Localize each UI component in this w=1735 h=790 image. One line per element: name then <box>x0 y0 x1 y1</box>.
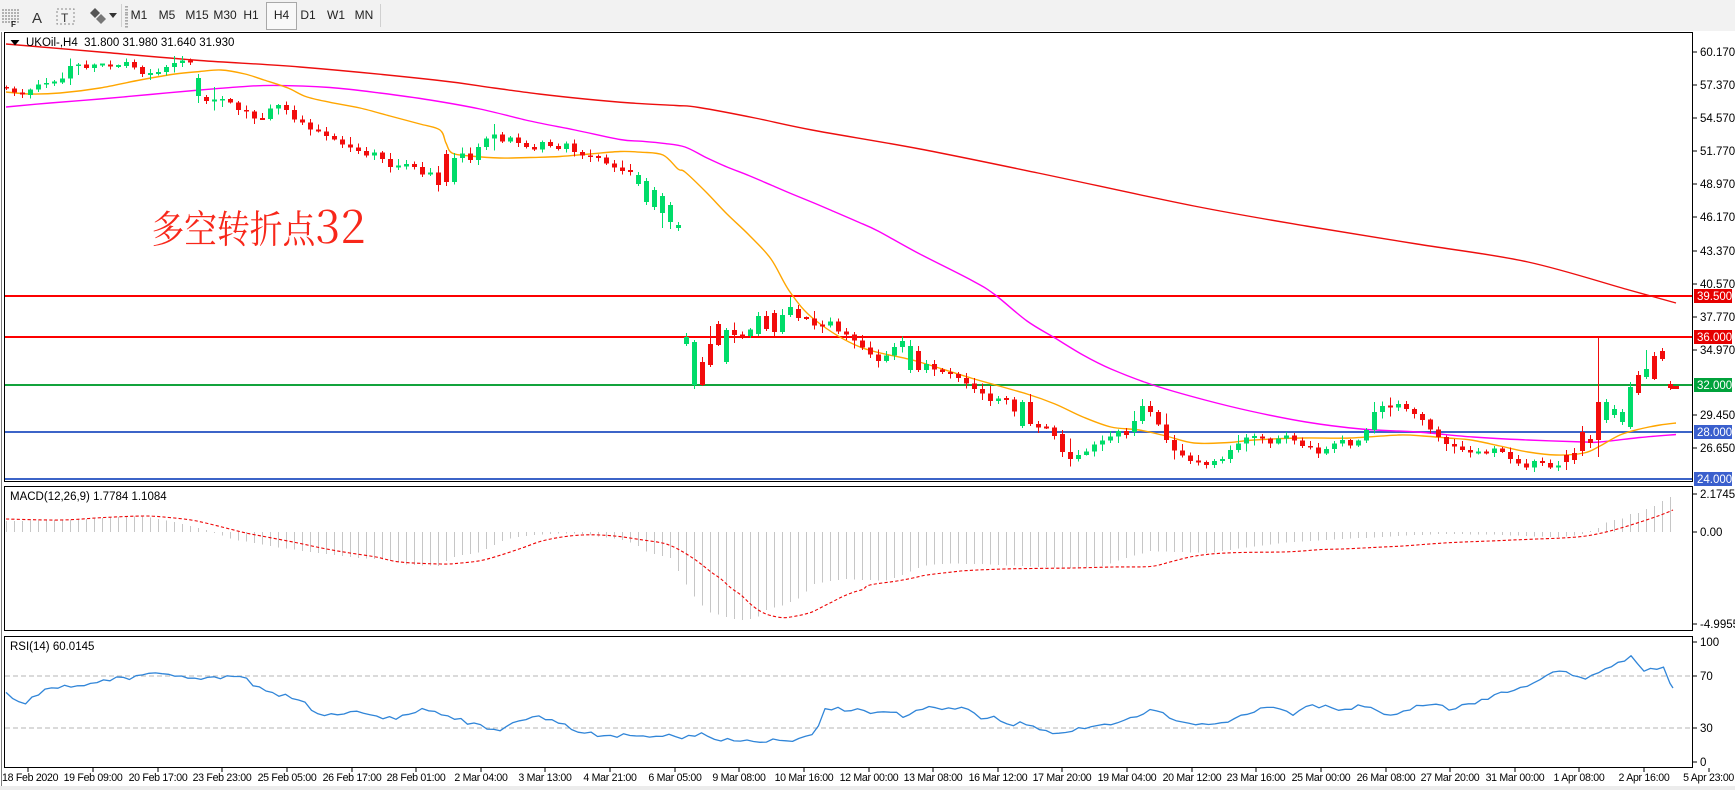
svg-text:-4.9955: -4.9955 <box>1700 619 1735 631</box>
svg-text:9 Mar 08:00: 9 Mar 08:00 <box>712 772 766 784</box>
svg-text:10 Mar 16:00: 10 Mar 16:00 <box>775 772 834 784</box>
svg-text:1 Apr 08:00: 1 Apr 08:00 <box>1554 772 1605 784</box>
svg-text:F: F <box>11 20 16 29</box>
svg-text:2 Apr 16:00: 2 Apr 16:00 <box>1619 772 1670 784</box>
svg-text:30: 30 <box>1700 723 1713 735</box>
svg-text:46.170: 46.170 <box>1700 212 1735 224</box>
svg-text:43.370: 43.370 <box>1700 246 1735 258</box>
svg-text:70: 70 <box>1700 671 1713 683</box>
svg-text:100: 100 <box>1700 637 1719 649</box>
svg-text:40.570: 40.570 <box>1700 279 1735 291</box>
svg-text:MACD(12,26,9) 1.7784 1.1084: MACD(12,26,9) 1.7784 1.1084 <box>10 491 167 503</box>
svg-text:25 Mar 00:00: 25 Mar 00:00 <box>1292 772 1351 784</box>
svg-text:5 Apr 23:00: 5 Apr 23:00 <box>1683 772 1734 784</box>
svg-text:19 Feb 09:00: 19 Feb 09:00 <box>64 772 123 784</box>
svg-text:26 Feb 17:00: 26 Feb 17:00 <box>323 772 382 784</box>
svg-text:27 Mar 20:00: 27 Mar 20:00 <box>1421 772 1480 784</box>
svg-text:28 Feb 01:00: 28 Feb 01:00 <box>387 772 446 784</box>
svg-text:A: A <box>32 10 42 27</box>
svg-text:0: 0 <box>1700 757 1706 769</box>
svg-text:19 Mar 04:00: 19 Mar 04:00 <box>1098 772 1157 784</box>
svg-text:24.000: 24.000 <box>1697 474 1732 486</box>
svg-text:31 Mar 00:00: 31 Mar 00:00 <box>1486 772 1545 784</box>
svg-text:12 Mar 00:00: 12 Mar 00:00 <box>840 772 899 784</box>
svg-text:29.450: 29.450 <box>1700 410 1735 422</box>
svg-text:2.1745: 2.1745 <box>1700 489 1735 501</box>
svg-text:26.650: 26.650 <box>1700 443 1735 455</box>
svg-text:23 Mar 16:00: 23 Mar 16:00 <box>1227 772 1286 784</box>
svg-text:2 Mar 04:00: 2 Mar 04:00 <box>454 772 508 784</box>
svg-text:20 Feb 17:00: 20 Feb 17:00 <box>129 772 188 784</box>
svg-text:16 Mar 12:00: 16 Mar 12:00 <box>969 772 1028 784</box>
svg-text:3 Mar 13:00: 3 Mar 13:00 <box>518 772 572 784</box>
svg-text:60.170: 60.170 <box>1700 47 1735 59</box>
svg-text:54.570: 54.570 <box>1700 113 1735 125</box>
svg-text:T: T <box>61 11 69 25</box>
svg-text:34.970: 34.970 <box>1700 345 1735 357</box>
svg-text:4 Mar 21:00: 4 Mar 21:00 <box>583 772 637 784</box>
svg-text:18 Feb 2020: 18 Feb 2020 <box>2 772 59 784</box>
svg-text:37.770: 37.770 <box>1700 312 1735 324</box>
svg-text:36.000: 36.000 <box>1697 332 1732 344</box>
svg-text:13 Mar 08:00: 13 Mar 08:00 <box>904 772 963 784</box>
svg-text:48.970: 48.970 <box>1700 179 1735 191</box>
svg-text:32.000: 32.000 <box>1697 380 1732 392</box>
svg-text:RSI(14) 60.0145: RSI(14) 60.0145 <box>10 641 94 653</box>
svg-text:25 Feb 05:00: 25 Feb 05:00 <box>258 772 317 784</box>
svg-text:UKOil-,H4 31.800 31.980 31.64: UKOil-,H4 31.800 31.980 31.640 31.930 <box>26 37 234 49</box>
svg-text:0.00: 0.00 <box>1700 527 1722 539</box>
svg-text:17 Mar 20:00: 17 Mar 20:00 <box>1033 772 1092 784</box>
svg-text:51.770: 51.770 <box>1700 146 1735 158</box>
svg-text:20 Mar 12:00: 20 Mar 12:00 <box>1163 772 1222 784</box>
svg-text:57.370: 57.370 <box>1700 80 1735 92</box>
svg-text:26 Mar 08:00: 26 Mar 08:00 <box>1357 772 1416 784</box>
svg-text:28.000: 28.000 <box>1697 427 1732 439</box>
svg-text:6 Mar 05:00: 6 Mar 05:00 <box>648 772 702 784</box>
svg-text:23 Feb 23:00: 23 Feb 23:00 <box>193 772 252 784</box>
svg-text:39.500: 39.500 <box>1697 291 1732 303</box>
